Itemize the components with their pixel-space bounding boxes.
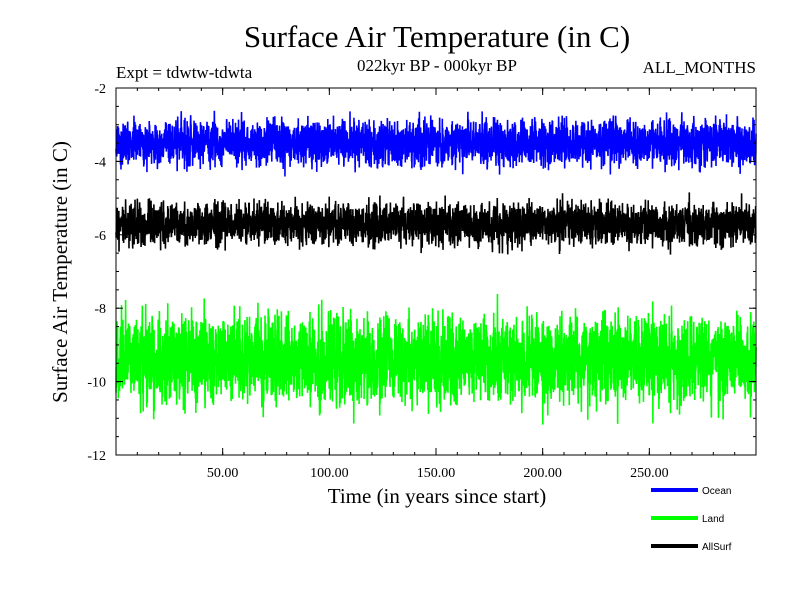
- axes-layer: -12 -10 -8 -6 -4 -2 50.00 100.00 150.00 200.00 250…: [87, 82, 757, 481]
- x-tick-label: 50.00: [207, 466, 239, 481]
- y-tick-label: -10: [87, 376, 106, 391]
- x-tick-label: 250.00: [630, 466, 669, 481]
- y-tick-label: -6: [94, 229, 106, 244]
- series-ocean: [115, 110, 757, 177]
- chart-title: Surface Air Temperature (in C): [244, 19, 630, 54]
- x-tick-label: 100.00: [310, 466, 349, 481]
- y-tick-label: -12: [87, 449, 106, 464]
- months-label: ALL_MONTHS: [643, 58, 756, 77]
- legend-label-ocean: Ocean: [702, 486, 731, 497]
- y-axis-label: Surface Air Temperature (in C): [48, 141, 72, 403]
- x-tick-label: 150.00: [417, 466, 456, 481]
- x-axis-label: Time (in years since start): [328, 484, 547, 508]
- y-tick-label: -4: [94, 155, 106, 170]
- legend-label-land: Land: [702, 514, 724, 525]
- x-tick-label: 200.00: [523, 466, 562, 481]
- series-allsurf: [115, 192, 757, 255]
- y-tick-label: -2: [94, 82, 106, 97]
- legend-label-allsurf: AllSurf: [702, 542, 732, 553]
- experiment-label: Expt = tdwtw-tdwta: [116, 63, 253, 82]
- legend: Ocean Land AllSurf: [651, 486, 732, 553]
- chart-subtitle: 022kyr BP - 000kyr BP: [357, 56, 517, 75]
- y-tick-label: -8: [94, 302, 106, 317]
- series-layer: [115, 110, 757, 425]
- series-land: [115, 293, 757, 425]
